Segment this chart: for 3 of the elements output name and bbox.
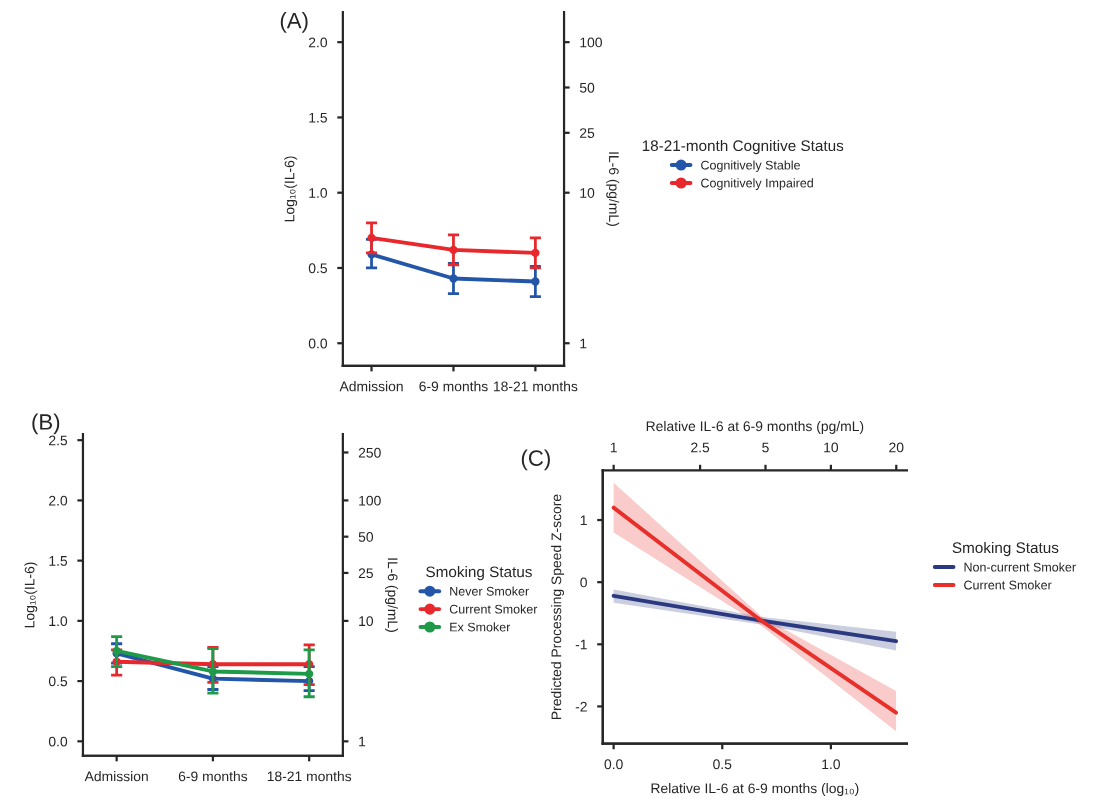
chart-title: (B) bbox=[32, 413, 60, 435]
chart-title: (C) bbox=[521, 449, 550, 471]
chart-title: (A) bbox=[280, 12, 308, 33]
